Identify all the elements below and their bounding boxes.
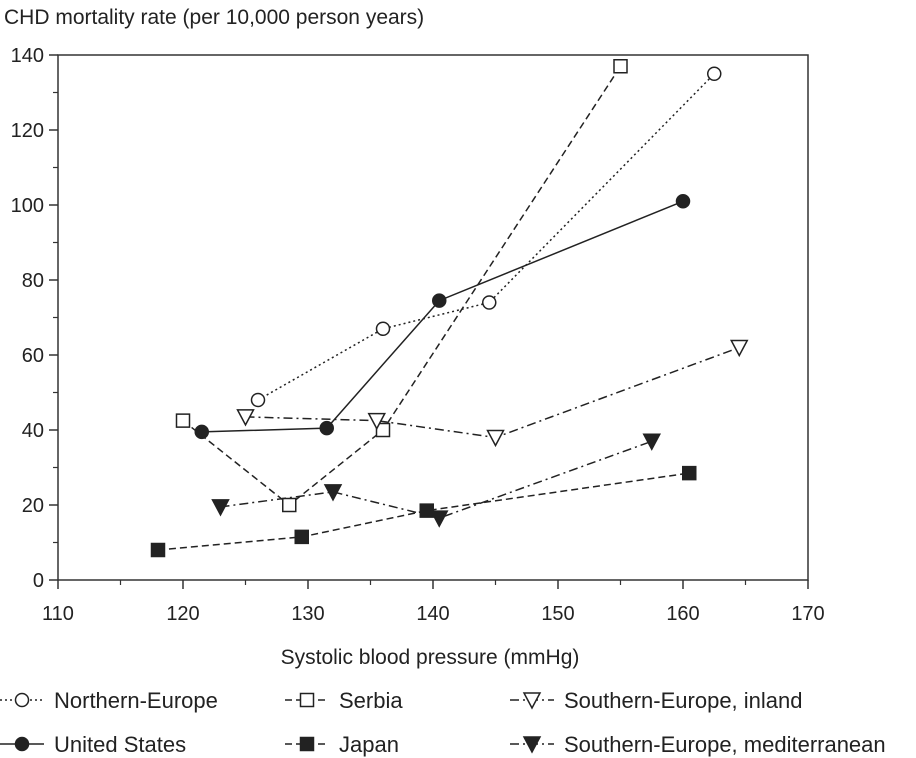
data-point xyxy=(482,295,497,310)
series-layer xyxy=(150,59,749,558)
legend-label: Southern-Europe, mediterranean xyxy=(564,732,886,757)
x-tick-label: 160 xyxy=(666,603,699,625)
y-tick-label: 140 xyxy=(11,45,44,67)
data-point xyxy=(282,497,297,513)
data-point xyxy=(211,499,230,517)
data-point xyxy=(236,409,255,427)
y-tick-label: 20 xyxy=(22,495,44,517)
data-point xyxy=(175,413,191,428)
series-northern-europe xyxy=(250,66,722,408)
series-japan xyxy=(150,465,697,558)
legend-swatch-marker xyxy=(299,736,315,752)
series-southern-europe-inland xyxy=(236,339,749,448)
legend-label: Northern-Europe xyxy=(54,688,218,713)
data-point xyxy=(432,293,447,308)
legend-item-japan: Japan xyxy=(285,732,399,757)
series-serbia xyxy=(175,59,628,513)
series-line-united-states xyxy=(201,200,684,433)
legend-label: Southern-Europe, inland xyxy=(564,688,803,713)
data-point xyxy=(194,424,209,440)
series-united-states xyxy=(194,194,691,440)
legend-item-southern-europe-mediterranean: Southern-Europe, mediterranean xyxy=(510,732,886,757)
x-tick-label: 170 xyxy=(791,603,824,625)
data-point xyxy=(375,422,391,438)
legend-swatch-marker xyxy=(522,736,542,754)
y-axis-title: CHD mortality rate (per 10,000 person ye… xyxy=(4,6,424,29)
data-point xyxy=(367,412,386,431)
x-tick-label: 110 xyxy=(42,603,74,625)
legend-swatch-marker xyxy=(14,692,30,708)
legend-item-southern-europe-inland: Southern-Europe, inland xyxy=(510,688,803,713)
series-line-japan xyxy=(157,472,690,551)
legend: Northern-Europe Serbia Southern-Europe, in… xyxy=(0,688,886,757)
x-tick-label: 140 xyxy=(416,603,449,625)
y-tick-label: 80 xyxy=(22,270,44,292)
data-point xyxy=(486,429,505,448)
data-point xyxy=(675,194,691,209)
data-point xyxy=(319,420,334,436)
x-axis-title: Systolic blood pressure (mmHg) xyxy=(281,646,580,669)
legend-swatch-marker xyxy=(14,736,30,752)
legend-label: United States xyxy=(54,732,186,757)
legend-label: Serbia xyxy=(339,688,403,713)
y-tick-label: 120 xyxy=(11,120,44,142)
legend-item-united-states: United States xyxy=(0,732,186,757)
y-tick-label: 40 xyxy=(22,420,44,442)
y-tick-label: 60 xyxy=(22,345,44,367)
series-line-northern-europe xyxy=(257,73,715,401)
series-line-serbia xyxy=(182,65,622,506)
x-tick-label: 120 xyxy=(166,603,199,625)
series-southern-europe-mediterranean xyxy=(211,433,661,528)
x-axis: 110 120 130 140 150 160 170 xyxy=(42,580,825,625)
data-point xyxy=(682,465,697,481)
legend-swatch-marker xyxy=(522,692,542,710)
plot-frame xyxy=(57,54,809,581)
y-tick-label: 0 xyxy=(33,570,44,592)
data-point xyxy=(150,542,166,558)
y-axis: 0 20 40 60 80 100 120 140 xyxy=(11,45,58,592)
data-point xyxy=(707,66,722,81)
legend-label: Japan xyxy=(339,732,399,757)
y-tick-label: 100 xyxy=(11,195,44,217)
series-line-southern-europe-inland xyxy=(245,346,740,439)
data-point xyxy=(250,392,266,408)
legend-item-serbia: Serbia xyxy=(285,688,403,713)
data-point xyxy=(323,484,343,502)
x-tick-label: 150 xyxy=(541,603,574,625)
data-point xyxy=(642,433,661,451)
data-point xyxy=(430,510,449,528)
data-point xyxy=(613,59,628,74)
data-point xyxy=(375,321,391,336)
legend-item-northern-europe: Northern-Europe xyxy=(0,688,218,713)
x-tick-label: 130 xyxy=(291,603,324,625)
data-point xyxy=(730,339,749,358)
legend-swatch-marker xyxy=(299,692,315,708)
data-point xyxy=(294,529,309,545)
